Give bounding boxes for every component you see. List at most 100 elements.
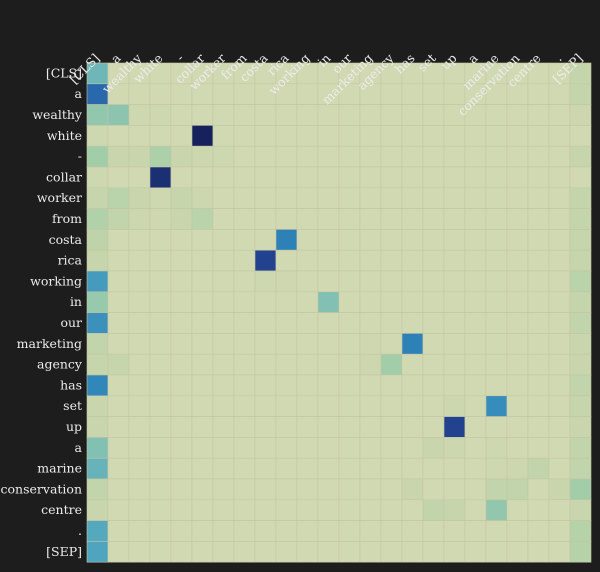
heatmap-cell-marketing-[SEP] <box>569 333 592 355</box>
heatmap-cell-collar-white <box>149 166 172 189</box>
heatmap-cell-working-a <box>464 270 487 293</box>
heatmap-cell-working-rica <box>275 270 298 293</box>
heatmap-cell-centre-wealthy <box>128 499 151 521</box>
heatmap-cell-up-- <box>170 416 193 438</box>
heatmap-cell-costa-worker <box>212 229 235 251</box>
heatmap-cell-working-from <box>233 270 256 293</box>
heatmap-cell-from-wealthy <box>128 208 151 230</box>
heatmap-cell-from-has <box>401 208 424 230</box>
heatmap-cell-collar-marine <box>485 166 508 189</box>
heatmap-cell-marine-rica <box>275 457 298 480</box>
heatmap-cell-has-white <box>149 374 172 397</box>
heatmap-cell-collar-costa <box>254 166 277 189</box>
heatmap-cell-agency-. <box>548 353 571 376</box>
heatmap-cell-conservation-set <box>422 478 445 501</box>
heatmap-cell-marine-. <box>548 457 571 480</box>
heatmap-cell-marine-costa <box>254 457 277 480</box>
heatmap-cell-worker-- <box>170 187 193 209</box>
heatmap-cell-costa-white <box>149 229 172 251</box>
heatmap-cell-marketing-up <box>443 333 466 355</box>
heatmap-cell-.-[CLS] <box>86 520 109 542</box>
heatmap-cell-marketing-centre <box>527 333 550 355</box>
heatmap-cell-has-wealthy <box>128 374 151 397</box>
heatmap-cell-a-working <box>296 437 319 459</box>
heatmap-cell-working-working <box>296 270 319 293</box>
heatmap-cell-working-centre <box>527 270 550 293</box>
heatmap-cell-collar-agency <box>380 166 403 189</box>
heatmap-cell-.-agency <box>380 520 403 542</box>
y-tick-label: worker <box>37 190 82 205</box>
heatmap-cell-from-[SEP] <box>569 208 592 230</box>
heatmap-cell-[SEP]-in <box>317 541 340 563</box>
heatmap-cell-a-set <box>422 437 445 459</box>
heatmap-cell-has-our <box>338 374 361 397</box>
heatmap-cell-wealthy-set <box>422 104 445 126</box>
heatmap-cell-[SEP]-wealthy <box>128 541 151 563</box>
heatmap-cell-worker-costa <box>254 187 277 209</box>
heatmap-cell-marine-marketing <box>359 457 382 480</box>
heatmap-cell-worker-centre <box>527 187 550 209</box>
heatmap-cell---worker <box>212 145 235 168</box>
heatmap-cell-centre-centre <box>527 499 550 521</box>
heatmap-cell-from-set <box>422 208 445 230</box>
y-axis-tick-labels: [CLS] a wealthy white - collar worker from costa… <box>1 65 83 558</box>
y-tick-label: has <box>60 377 82 392</box>
heatmap-cell-rica-working <box>296 249 319 272</box>
heatmap-cell-a-wealthy <box>128 83 151 105</box>
heatmap-cell-centre-worker <box>212 499 235 521</box>
heatmap-cell-our-collar <box>191 312 214 334</box>
heatmap-cell-has-. <box>548 374 571 397</box>
heatmap-cell-collar-rica <box>275 166 298 189</box>
heatmap-cell-a-worker <box>212 83 235 105</box>
heatmap-cell-conservation-[SEP] <box>569 478 592 501</box>
heatmap-cell-set-costa <box>254 395 277 417</box>
heatmap-cell-set-[SEP] <box>569 395 592 417</box>
heatmap-cell-a-worker <box>212 437 235 459</box>
heatmap-cell-collar-[CLS] <box>86 166 109 189</box>
heatmap-cell---our <box>338 145 361 168</box>
heatmap-cell-conservation-[CLS] <box>86 478 109 501</box>
heatmap-cell-costa-working <box>296 229 319 251</box>
heatmap-cell-collar-set <box>422 166 445 189</box>
heatmap-cell-marketing-costa <box>254 333 277 355</box>
heatmap-cell-collar-marketing <box>359 166 382 189</box>
heatmap-cell-marine-marine <box>485 457 508 480</box>
heatmap-cell-conservation-from <box>233 478 256 501</box>
heatmap-cell-[SEP]-up <box>443 541 466 563</box>
heatmap-cell-collar-up <box>443 166 466 189</box>
heatmap-cell-.-working <box>296 520 319 542</box>
heatmap-cell-conservation-- <box>170 478 193 501</box>
heatmap-cell-agency-marine <box>485 353 508 376</box>
heatmap-cell-centre-marketing <box>359 499 382 521</box>
heatmap-cell-in-[CLS] <box>86 291 109 313</box>
heatmap-cell-marine-wealthy <box>128 457 151 480</box>
heatmap-cell-in-white <box>149 291 172 313</box>
heatmap-cell-costa-[CLS] <box>86 229 109 251</box>
heatmap-cell-conservation-agency <box>380 478 403 501</box>
heatmap-cell-agency-rica <box>275 353 298 376</box>
heatmap-cell---white <box>149 145 172 168</box>
heatmap-cell-agency-has <box>401 353 424 376</box>
heatmap-cell-a-white <box>149 437 172 459</box>
heatmap-cell-marketing-marketing <box>359 333 382 355</box>
heatmap-cell-a-costa <box>254 437 277 459</box>
heatmap-cell-marketing-worker <box>212 333 235 355</box>
heatmap-cell-collar-collar <box>191 166 214 189</box>
heatmap-cell-centre-in <box>317 499 340 521</box>
heatmap-cell-collar-has <box>401 166 424 189</box>
heatmap-cell-has-up <box>443 374 466 397</box>
heatmap-cell-working-worker <box>212 270 235 293</box>
heatmap-cell-marketing-- <box>170 333 193 355</box>
heatmap-cell---has <box>401 145 424 168</box>
heatmap-cell-rica-marine <box>485 249 508 272</box>
heatmap-cell-rica-[CLS] <box>86 249 109 272</box>
heatmap-cell-white-. <box>548 125 571 147</box>
heatmap-cell-.-a <box>464 520 487 542</box>
heatmap-cell-up-marketing <box>359 416 382 438</box>
heatmap-cell-marine-our <box>338 457 361 480</box>
heatmap-cell-from-up <box>443 208 466 230</box>
heatmap-cell-collar-wealthy <box>128 166 151 189</box>
heatmap-cell-costa-marine <box>485 229 508 251</box>
heatmap-cell-.-wealthy <box>128 520 151 542</box>
heatmap-cell-[SEP]-agency <box>380 541 403 563</box>
